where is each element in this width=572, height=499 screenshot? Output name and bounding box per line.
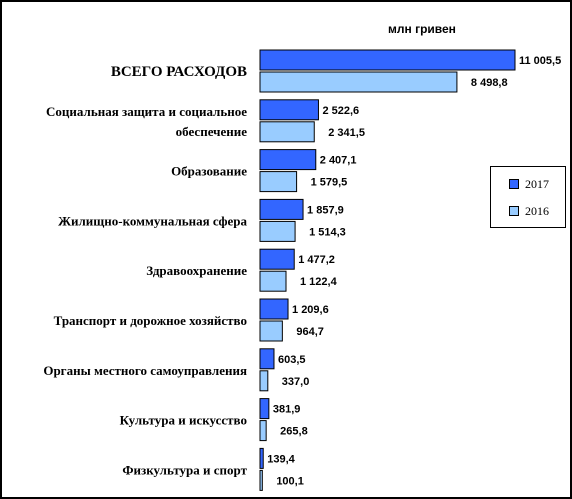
data-label-2016-cat-3: 1 514,3 xyxy=(309,226,346,238)
bar-2016-cat-7 xyxy=(259,420,267,442)
category-label-cat-7: Культура и искусство xyxy=(120,413,247,428)
data-label-2017-cat-6: 603,5 xyxy=(278,354,306,366)
data-label-2017-cat-8: 139,4 xyxy=(267,453,295,465)
bar-2017-cat-7 xyxy=(259,398,270,420)
category-label-cat-1-line-1: обеспечение xyxy=(176,124,248,139)
bar-2017-cat-1 xyxy=(259,99,319,121)
data-label-2017-cat-7: 381,9 xyxy=(273,404,301,416)
category-label-cat-5: Транспорт и дорожное хозяйство xyxy=(54,313,247,328)
data-label-2017-cat-2: 2 407,1 xyxy=(320,155,357,167)
legend: 2017 2016 xyxy=(490,166,566,228)
category-label-cat-6: Органы местного самоуправления xyxy=(43,363,247,378)
category-label-cat-0: ВСЕГО РАСХОДОВ xyxy=(111,64,247,80)
bar-2017-cat-6 xyxy=(259,348,275,370)
data-label-2017-cat-0: 11 005,5 xyxy=(519,55,561,67)
bar-2016-cat-0 xyxy=(259,71,458,93)
data-label-2017-cat-5: 1 209,6 xyxy=(292,304,329,316)
legend-swatch-2017 xyxy=(509,179,519,189)
category-label-cat-4: Здравоохранение xyxy=(146,263,247,278)
bar-2017-cat-4 xyxy=(259,248,295,270)
data-label-2016-cat-4: 1 122,4 xyxy=(300,276,338,288)
bar-2016-cat-1 xyxy=(259,121,315,143)
bar-2016-cat-8 xyxy=(259,469,263,491)
data-label-2016-cat-6: 337,0 xyxy=(282,376,310,388)
bar-2017-cat-5 xyxy=(259,298,289,320)
bar-2016-cat-3 xyxy=(259,220,296,242)
legend-item-2016: 2016 xyxy=(509,204,549,218)
category-label-cat-3: Жилищно-коммунальная сфера xyxy=(58,213,247,228)
bar-2017-cat-3 xyxy=(259,198,304,220)
bar-2016-cat-4 xyxy=(259,270,287,292)
bar-2017-cat-0 xyxy=(259,49,516,71)
legend-item-2017: 2017 xyxy=(509,177,549,191)
legend-swatch-2016 xyxy=(509,206,519,216)
bar-2016-cat-5 xyxy=(259,320,283,342)
data-label-2016-cat-2: 1 579,5 xyxy=(311,177,348,189)
data-label-2017-cat-3: 1 857,9 xyxy=(307,204,344,216)
data-label-2016-cat-0: 8 498,8 xyxy=(471,77,508,89)
bar-2016-cat-2 xyxy=(259,171,298,193)
legend-label-2016: 2016 xyxy=(525,203,549,218)
category-label-cat-2: Образование xyxy=(171,164,247,179)
data-label-2016-cat-1: 2 341,5 xyxy=(328,127,365,139)
data-label-2016-cat-7: 265,8 xyxy=(280,426,308,438)
data-label-2016-cat-5: 964,7 xyxy=(296,326,324,338)
unit-label: млн гривен xyxy=(388,22,456,36)
bar-2017-cat-2 xyxy=(259,149,317,171)
data-label-2017-cat-4: 1 477,2 xyxy=(298,254,335,266)
data-label-2017-cat-1: 2 522,6 xyxy=(322,105,359,117)
category-label-cat-1-line-0: Социальная защита и социальное xyxy=(46,104,247,119)
category-label-cat-8: Физкультура и спорт xyxy=(122,462,247,477)
data-label-2016-cat-8: 100,1 xyxy=(276,475,304,487)
bar-2016-cat-6 xyxy=(259,370,269,392)
legend-label-2017: 2017 xyxy=(525,176,549,191)
bar-2017-cat-8 xyxy=(259,447,264,469)
